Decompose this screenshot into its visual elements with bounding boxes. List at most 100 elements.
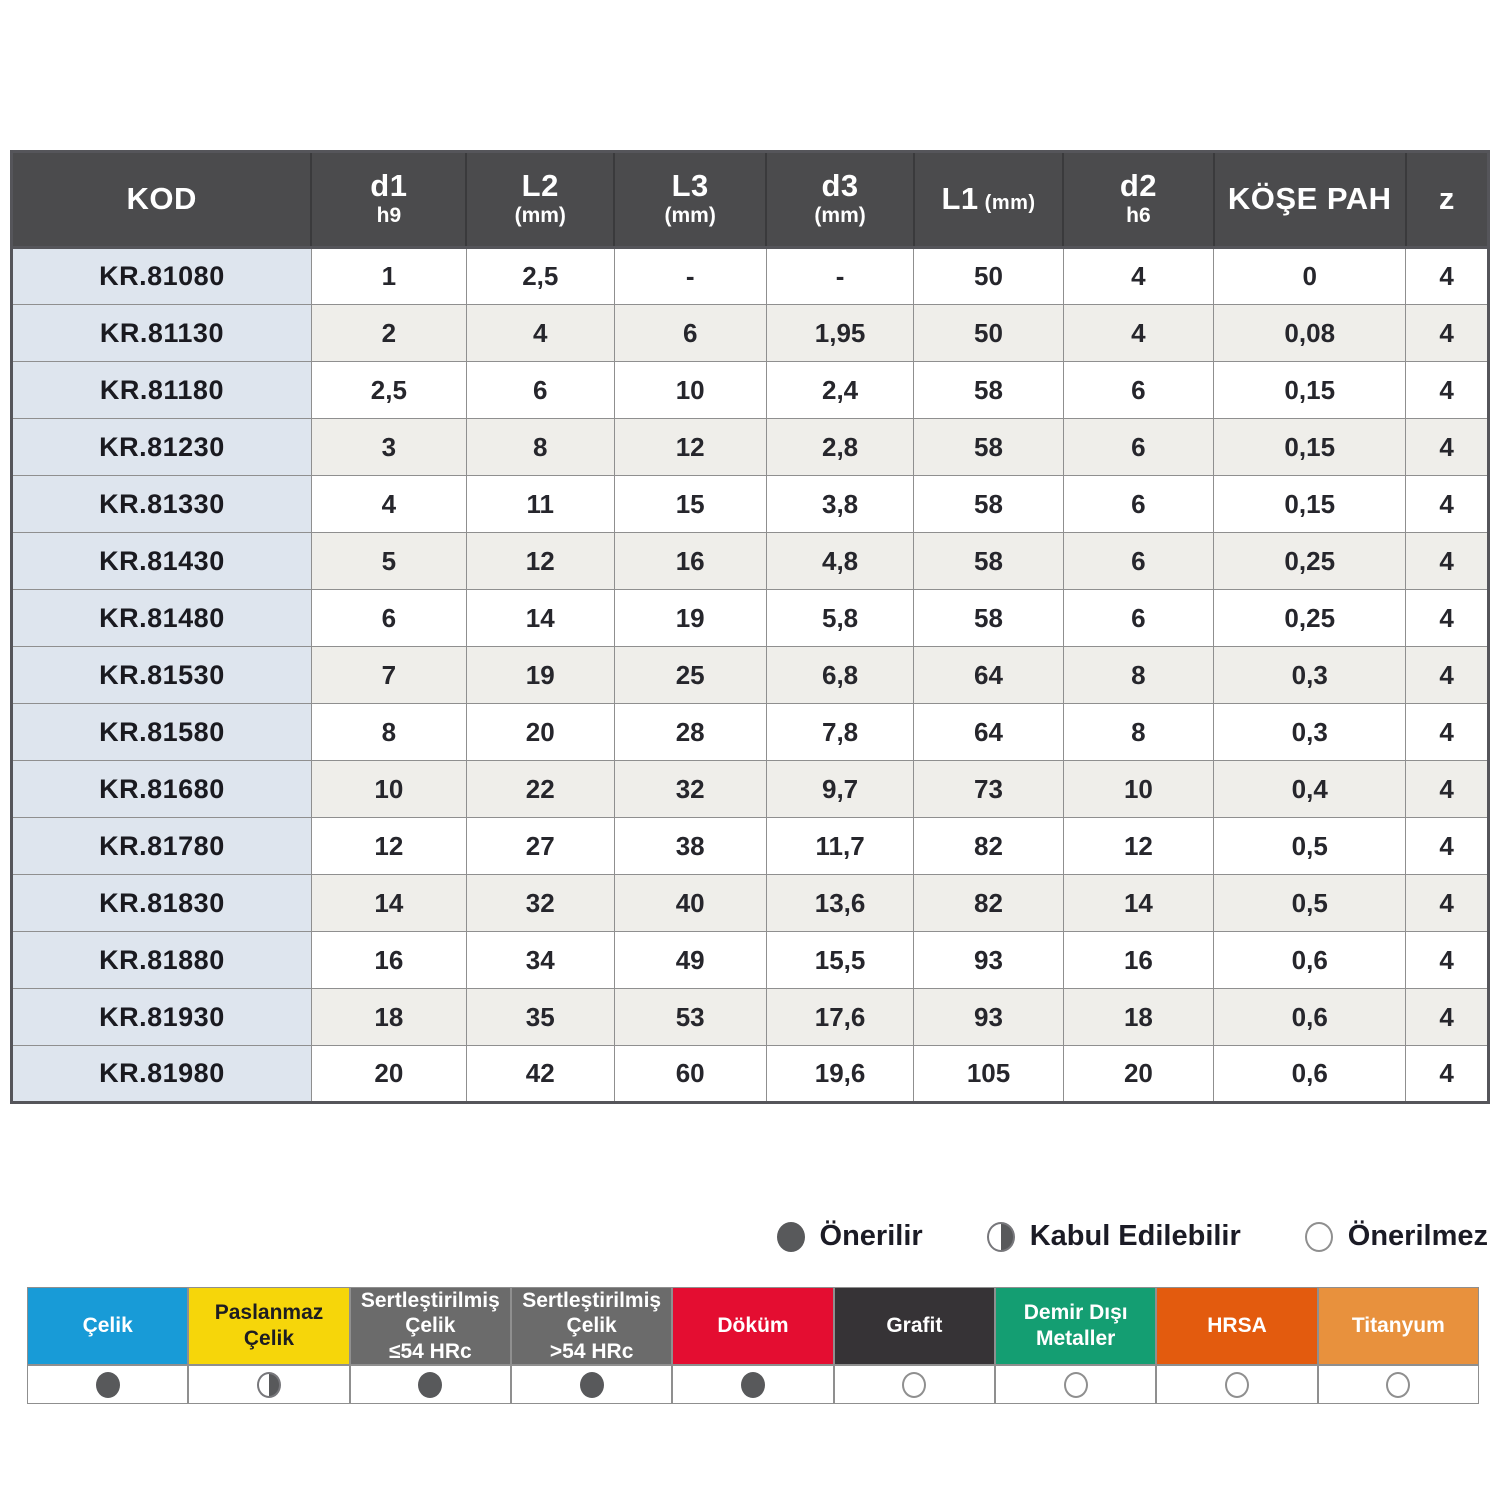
value-cell: 50	[913, 304, 1064, 362]
value-cell: 2,4	[765, 361, 915, 419]
value-cell: 8	[1062, 703, 1215, 761]
filled-circle-icon	[776, 1221, 805, 1252]
product-code-cell: KR.81930	[11, 988, 312, 1046]
value-cell: 105	[913, 1045, 1064, 1103]
value-cell: 7	[310, 646, 467, 704]
material-header-cell: Titanyum	[1317, 1287, 1479, 1365]
column-header-z: z	[1404, 150, 1490, 249]
table-header-row: KOD d1 h9 L2 (mm) L3 (mm) d3 (mm) L1 (mm) d2 h6 KÖŞE …	[10, 150, 1490, 249]
table-row: KR.81180 2,5 6 10 2,4 58 6 0,15 4	[11, 361, 1489, 419]
filled-circle-icon	[740, 1371, 765, 1398]
value-cell: 58	[913, 418, 1064, 476]
legend-label: Kabul Edilebilir	[1029, 1220, 1241, 1252]
value-cell: 4	[1405, 703, 1489, 761]
value-cell: 4	[1405, 247, 1489, 305]
empty-circle-icon	[1224, 1371, 1249, 1398]
value-cell: 7,8	[765, 703, 915, 761]
value-cell: 14	[310, 874, 467, 932]
value-cell: 4	[1405, 931, 1489, 989]
table-row: KR.81930 18 35 53 17,6 93 18 0,6 4	[11, 988, 1489, 1046]
filled-circle-icon	[418, 1371, 443, 1398]
empty-circle-icon	[1304, 1221, 1333, 1252]
value-cell: 14	[465, 589, 615, 647]
column-header-d1: d1 h9	[310, 150, 468, 249]
material-header-cell: Paslanmaz Çelik	[188, 1287, 350, 1365]
value-cell: 11,7	[765, 817, 915, 875]
value-cell: 58	[913, 361, 1064, 419]
column-header-l2: L2 (mm)	[465, 150, 616, 249]
value-cell: 6	[1062, 589, 1215, 647]
value-cell: 0,25	[1213, 589, 1407, 647]
spec-table: KOD d1 h9 L2 (mm) L3 (mm) d3 (mm) L1 (mm) d2 h6 KÖŞE …	[10, 150, 1490, 1104]
value-cell: 0,5	[1213, 874, 1407, 932]
value-cell: 2	[310, 304, 467, 362]
table-row: KR.81780 12 27 38 11,7 82 12 0,5 4	[11, 817, 1489, 875]
value-cell: 16	[613, 532, 767, 590]
filled-circle-icon	[579, 1371, 604, 1398]
column-header-d2: d2 h6	[1062, 150, 1215, 249]
material-rating-cell	[1317, 1365, 1479, 1404]
column-header-label: KÖŞE PAH	[1227, 181, 1392, 217]
value-cell: 1	[310, 247, 467, 305]
value-cell: 9,7	[765, 760, 915, 818]
value-cell: 0,6	[1213, 1045, 1407, 1103]
half-circle-icon	[986, 1221, 1015, 1252]
column-header-d3: d3 (mm)	[765, 150, 915, 249]
value-cell: 0,6	[1213, 931, 1407, 989]
value-cell: 6	[1062, 475, 1215, 533]
value-cell: 4,8	[765, 532, 915, 590]
column-header-sub: (mm)	[514, 203, 566, 227]
value-cell: 6	[1062, 418, 1215, 476]
value-cell: 20	[310, 1045, 467, 1103]
value-cell: 4	[465, 304, 615, 362]
value-cell: 11	[465, 475, 615, 533]
value-cell: 6	[613, 304, 767, 362]
value-cell: 19,6	[765, 1045, 915, 1103]
value-cell: 4	[1405, 475, 1489, 533]
value-cell: 15,5	[765, 931, 915, 989]
value-cell: 6	[310, 589, 467, 647]
value-cell: 13,6	[765, 874, 915, 932]
value-cell: 93	[913, 931, 1064, 989]
value-cell: 0,3	[1213, 703, 1407, 761]
value-cell: 15	[613, 475, 767, 533]
value-cell: 22	[465, 760, 615, 818]
column-header-l3: L3 (mm)	[613, 150, 768, 249]
material-header-row: Çelik Paslanmaz Çelik Sertleştirilmiş Çeli…	[27, 1287, 1479, 1365]
product-code-cell: KR.81130	[11, 304, 312, 362]
table-row: KR.81130 2 4 6 1,95 50 4 0,08 4	[11, 304, 1489, 362]
value-cell: 20	[465, 703, 615, 761]
material-rating-cell	[833, 1365, 995, 1404]
value-cell: 4	[1405, 874, 1489, 932]
product-code-cell: KR.81980	[11, 1045, 312, 1103]
value-cell: 4	[1405, 817, 1489, 875]
material-suitability-strip: Çelik Paslanmaz Çelik Sertleştirilmiş Çeli…	[27, 1287, 1479, 1404]
value-cell: 64	[913, 703, 1064, 761]
value-cell: 6	[465, 361, 615, 419]
column-header-sub: h9	[376, 203, 402, 227]
table-row: KR.81830 14 32 40 13,6 82 14 0,5 4	[11, 874, 1489, 932]
legend-item: Önerilir	[776, 1220, 923, 1253]
material-rating-row	[27, 1365, 1479, 1404]
value-cell: -	[613, 247, 767, 305]
value-cell: 4	[1405, 589, 1489, 647]
product-code-cell: KR.81880	[11, 931, 312, 989]
empty-circle-icon	[902, 1371, 927, 1398]
product-code-cell: KR.81480	[11, 589, 312, 647]
legend-item: Önerilmez	[1304, 1220, 1488, 1253]
value-cell: 8	[1062, 646, 1215, 704]
value-cell: 49	[613, 931, 767, 989]
value-cell: 10	[1062, 760, 1215, 818]
value-cell: 19	[465, 646, 615, 704]
value-cell: -	[765, 247, 915, 305]
value-cell: 32	[613, 760, 767, 818]
value-cell: 25	[613, 646, 767, 704]
product-code-cell: KR.81530	[11, 646, 312, 704]
value-cell: 4	[1405, 418, 1489, 476]
table-row: KR.81580 8 20 28 7,8 64 8 0,3 4	[11, 703, 1489, 761]
legend-label: Önerilir	[819, 1220, 923, 1252]
value-cell: 50	[913, 247, 1064, 305]
column-header-kose-pah: KÖŞE PAH	[1212, 150, 1407, 249]
table-row: KR.81680 10 22 32 9,7 73 10 0,4 4	[11, 760, 1489, 818]
value-cell: 0	[1213, 247, 1407, 305]
